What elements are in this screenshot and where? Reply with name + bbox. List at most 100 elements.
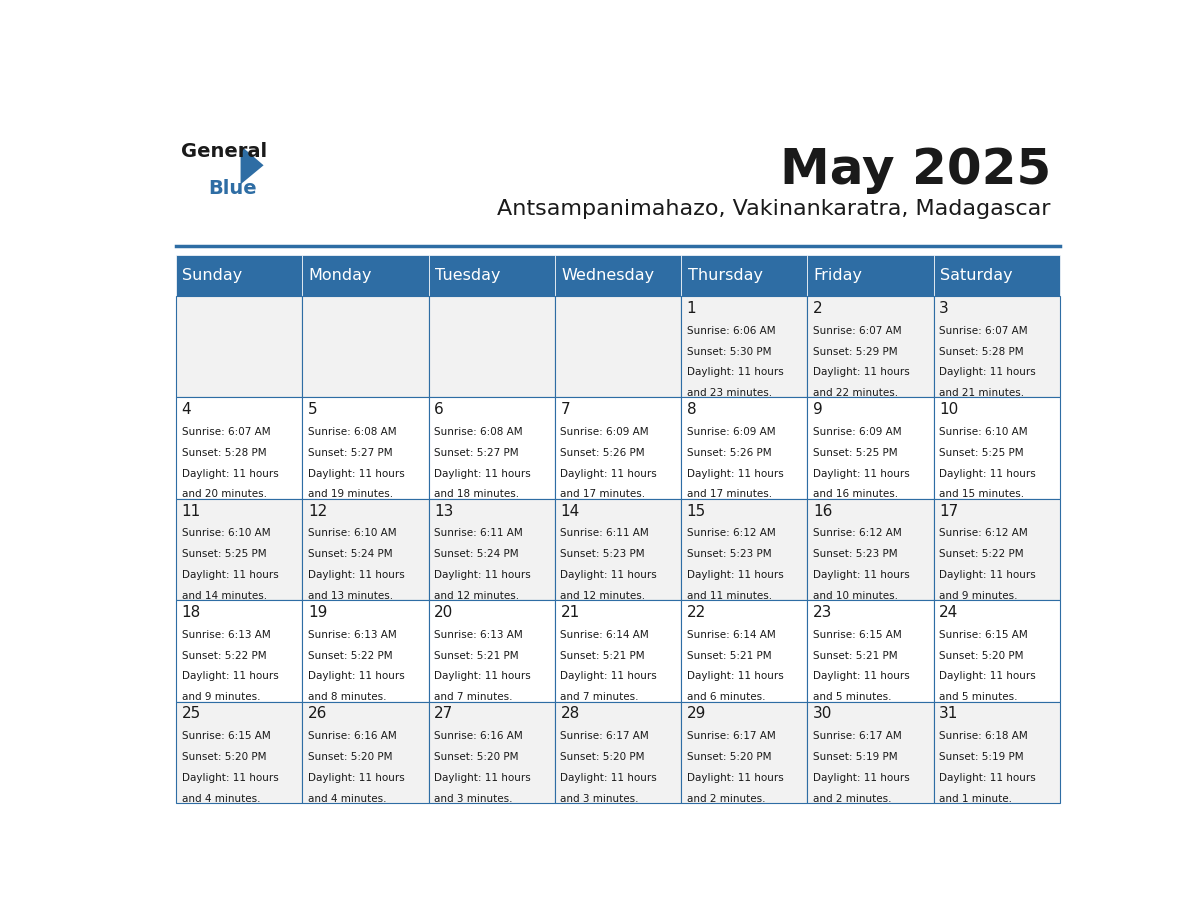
FancyBboxPatch shape	[429, 498, 555, 600]
Text: and 11 minutes.: and 11 minutes.	[687, 591, 772, 600]
Text: 17: 17	[940, 504, 959, 519]
Text: Sunrise: 6:07 AM: Sunrise: 6:07 AM	[813, 326, 902, 336]
Text: Sunset: 5:25 PM: Sunset: 5:25 PM	[182, 549, 266, 559]
Text: 28: 28	[561, 707, 580, 722]
Text: Thursday: Thursday	[688, 268, 763, 283]
Text: Sunset: 5:26 PM: Sunset: 5:26 PM	[687, 448, 771, 458]
FancyBboxPatch shape	[176, 498, 303, 600]
Text: Sunrise: 6:15 AM: Sunrise: 6:15 AM	[940, 630, 1028, 640]
Text: Sunset: 5:21 PM: Sunset: 5:21 PM	[434, 651, 519, 661]
Text: Sunset: 5:27 PM: Sunset: 5:27 PM	[308, 448, 392, 458]
FancyBboxPatch shape	[555, 600, 681, 701]
FancyBboxPatch shape	[934, 397, 1060, 498]
Text: and 2 minutes.: and 2 minutes.	[687, 793, 765, 803]
FancyBboxPatch shape	[176, 255, 303, 297]
FancyBboxPatch shape	[303, 297, 429, 397]
Text: Sunday: Sunday	[183, 268, 242, 283]
Text: 27: 27	[434, 707, 454, 722]
Text: Sunrise: 6:08 AM: Sunrise: 6:08 AM	[434, 427, 523, 437]
Text: and 20 minutes.: and 20 minutes.	[182, 489, 266, 499]
Text: and 23 minutes.: and 23 minutes.	[687, 388, 772, 398]
Text: 31: 31	[940, 707, 959, 722]
Text: and 14 minutes.: and 14 minutes.	[182, 591, 267, 600]
Text: and 12 minutes.: and 12 minutes.	[434, 591, 519, 600]
Text: Daylight: 11 hours: Daylight: 11 hours	[940, 773, 1036, 783]
Text: Daylight: 11 hours: Daylight: 11 hours	[813, 773, 910, 783]
Text: Sunrise: 6:11 AM: Sunrise: 6:11 AM	[434, 529, 523, 539]
FancyBboxPatch shape	[303, 255, 429, 297]
Text: Daylight: 11 hours: Daylight: 11 hours	[434, 570, 531, 580]
Text: Sunset: 5:21 PM: Sunset: 5:21 PM	[561, 651, 645, 661]
Text: 5: 5	[308, 402, 317, 418]
Text: 29: 29	[687, 707, 706, 722]
Text: Daylight: 11 hours: Daylight: 11 hours	[561, 671, 657, 681]
Text: Daylight: 11 hours: Daylight: 11 hours	[182, 570, 278, 580]
Text: Sunrise: 6:12 AM: Sunrise: 6:12 AM	[687, 529, 776, 539]
Text: and 4 minutes.: and 4 minutes.	[182, 793, 260, 803]
Text: 8: 8	[687, 402, 696, 418]
Text: and 22 minutes.: and 22 minutes.	[813, 388, 898, 398]
Text: Daylight: 11 hours: Daylight: 11 hours	[434, 671, 531, 681]
Text: and 3 minutes.: and 3 minutes.	[561, 793, 639, 803]
Text: Daylight: 11 hours: Daylight: 11 hours	[561, 469, 657, 478]
Text: Sunrise: 6:17 AM: Sunrise: 6:17 AM	[813, 732, 902, 741]
Text: 25: 25	[182, 707, 201, 722]
Text: Sunset: 5:29 PM: Sunset: 5:29 PM	[813, 346, 898, 356]
Text: Daylight: 11 hours: Daylight: 11 hours	[561, 570, 657, 580]
Text: Sunrise: 6:18 AM: Sunrise: 6:18 AM	[940, 732, 1028, 741]
FancyBboxPatch shape	[808, 397, 934, 498]
Text: Sunset: 5:26 PM: Sunset: 5:26 PM	[561, 448, 645, 458]
Text: and 5 minutes.: and 5 minutes.	[940, 692, 1018, 702]
Text: Sunrise: 6:12 AM: Sunrise: 6:12 AM	[940, 529, 1028, 539]
Text: Daylight: 11 hours: Daylight: 11 hours	[308, 773, 405, 783]
Text: Daylight: 11 hours: Daylight: 11 hours	[940, 469, 1036, 478]
Text: Sunrise: 6:09 AM: Sunrise: 6:09 AM	[687, 427, 776, 437]
Text: Monday: Monday	[309, 268, 372, 283]
Text: Sunrise: 6:09 AM: Sunrise: 6:09 AM	[813, 427, 902, 437]
Text: and 17 minutes.: and 17 minutes.	[687, 489, 772, 499]
Text: Daylight: 11 hours: Daylight: 11 hours	[687, 367, 783, 377]
Text: and 1 minute.: and 1 minute.	[940, 793, 1012, 803]
Text: Sunrise: 6:13 AM: Sunrise: 6:13 AM	[434, 630, 523, 640]
Text: 9: 9	[813, 402, 823, 418]
Text: Daylight: 11 hours: Daylight: 11 hours	[561, 773, 657, 783]
FancyBboxPatch shape	[808, 600, 934, 701]
Text: Sunset: 5:24 PM: Sunset: 5:24 PM	[434, 549, 519, 559]
FancyBboxPatch shape	[303, 397, 429, 498]
Text: Sunset: 5:25 PM: Sunset: 5:25 PM	[813, 448, 898, 458]
Text: Daylight: 11 hours: Daylight: 11 hours	[813, 671, 910, 681]
Text: 20: 20	[434, 605, 454, 620]
Text: 24: 24	[940, 605, 959, 620]
Text: Sunrise: 6:07 AM: Sunrise: 6:07 AM	[182, 427, 271, 437]
Text: Sunset: 5:24 PM: Sunset: 5:24 PM	[308, 549, 392, 559]
Text: Sunset: 5:20 PM: Sunset: 5:20 PM	[940, 651, 1024, 661]
FancyBboxPatch shape	[555, 255, 681, 297]
FancyBboxPatch shape	[429, 297, 555, 397]
Text: Daylight: 11 hours: Daylight: 11 hours	[813, 570, 910, 580]
Text: and 12 minutes.: and 12 minutes.	[561, 591, 645, 600]
Text: Daylight: 11 hours: Daylight: 11 hours	[434, 773, 531, 783]
FancyBboxPatch shape	[555, 498, 681, 600]
Text: Daylight: 11 hours: Daylight: 11 hours	[940, 570, 1036, 580]
Text: Sunrise: 6:13 AM: Sunrise: 6:13 AM	[182, 630, 271, 640]
Text: Sunrise: 6:15 AM: Sunrise: 6:15 AM	[813, 630, 902, 640]
Text: Sunrise: 6:15 AM: Sunrise: 6:15 AM	[182, 732, 271, 741]
FancyBboxPatch shape	[681, 297, 808, 397]
Text: Wednesday: Wednesday	[561, 268, 655, 283]
Text: and 19 minutes.: and 19 minutes.	[308, 489, 393, 499]
Text: 1: 1	[687, 301, 696, 316]
FancyBboxPatch shape	[934, 255, 1060, 297]
Text: Sunset: 5:23 PM: Sunset: 5:23 PM	[687, 549, 771, 559]
Text: and 9 minutes.: and 9 minutes.	[940, 591, 1018, 600]
Text: 13: 13	[434, 504, 454, 519]
Text: Daylight: 11 hours: Daylight: 11 hours	[308, 671, 405, 681]
Text: Sunrise: 6:14 AM: Sunrise: 6:14 AM	[687, 630, 776, 640]
Text: 11: 11	[182, 504, 201, 519]
Text: Sunset: 5:23 PM: Sunset: 5:23 PM	[813, 549, 898, 559]
Text: Sunrise: 6:10 AM: Sunrise: 6:10 AM	[182, 529, 271, 539]
FancyBboxPatch shape	[808, 297, 934, 397]
Text: Tuesday: Tuesday	[435, 268, 500, 283]
FancyBboxPatch shape	[176, 397, 303, 498]
Text: Saturday: Saturday	[940, 268, 1012, 283]
Text: Sunrise: 6:07 AM: Sunrise: 6:07 AM	[940, 326, 1028, 336]
